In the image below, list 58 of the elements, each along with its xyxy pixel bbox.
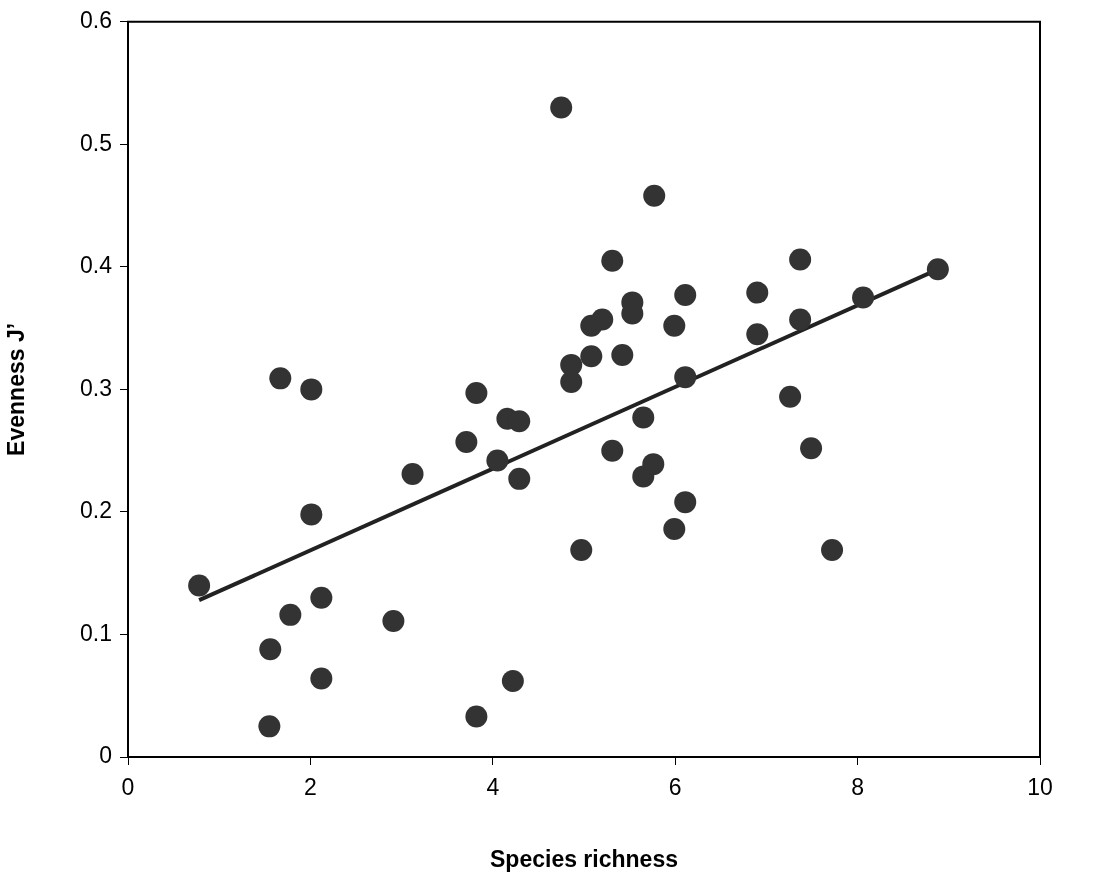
point: [300, 378, 323, 401]
y-tick-label: 0.6: [80, 7, 112, 34]
y-tick-label: 0.1: [80, 619, 112, 646]
point: [674, 284, 697, 307]
y-tick-label: 0.5: [80, 129, 112, 156]
point: [779, 385, 802, 408]
point: [643, 184, 666, 207]
y-axis-title: Evenness J’: [3, 322, 30, 456]
y-tick-label: 0.3: [80, 374, 112, 401]
point: [821, 538, 844, 561]
point: [800, 437, 823, 460]
y-tick-label: 0.4: [80, 252, 113, 279]
y-tick-label: 0.2: [80, 497, 112, 524]
point: [591, 308, 614, 331]
point: [611, 344, 634, 367]
point: [188, 574, 211, 597]
point: [382, 609, 405, 632]
point: [746, 323, 769, 346]
point: [508, 467, 531, 490]
x-axis-title: Species richness: [490, 845, 678, 872]
point: [258, 715, 281, 738]
point: [508, 410, 531, 433]
point: [455, 431, 478, 454]
point: [486, 449, 509, 472]
point: [674, 366, 697, 389]
x-tick-label: 2: [304, 774, 317, 801]
point: [789, 248, 812, 271]
x-tick-label: 4: [486, 774, 500, 801]
point: [310, 586, 333, 609]
point: [560, 371, 583, 394]
point: [401, 462, 424, 485]
x-tick-label: 0: [121, 774, 135, 801]
point: [926, 258, 949, 281]
point: [465, 382, 488, 405]
x-tick-label: 8: [851, 774, 864, 801]
point: [746, 281, 769, 304]
point: [300, 503, 323, 526]
point: [279, 603, 302, 626]
point: [580, 345, 603, 368]
point: [674, 491, 697, 514]
point: [570, 538, 593, 561]
point: [269, 367, 292, 390]
y-tick-label: 0: [99, 742, 112, 769]
point: [852, 286, 875, 309]
point: [632, 406, 655, 429]
point: [789, 308, 812, 331]
x-tick-label: 10: [1027, 774, 1053, 801]
point: [642, 453, 665, 476]
point: [663, 518, 686, 541]
point: [465, 705, 488, 728]
point: [310, 667, 333, 690]
x-tick-label: 6: [668, 774, 682, 801]
point: [550, 96, 573, 119]
point: [501, 670, 524, 693]
point: [601, 249, 624, 272]
point: [663, 314, 686, 337]
point: [259, 638, 282, 661]
point: [601, 439, 624, 462]
